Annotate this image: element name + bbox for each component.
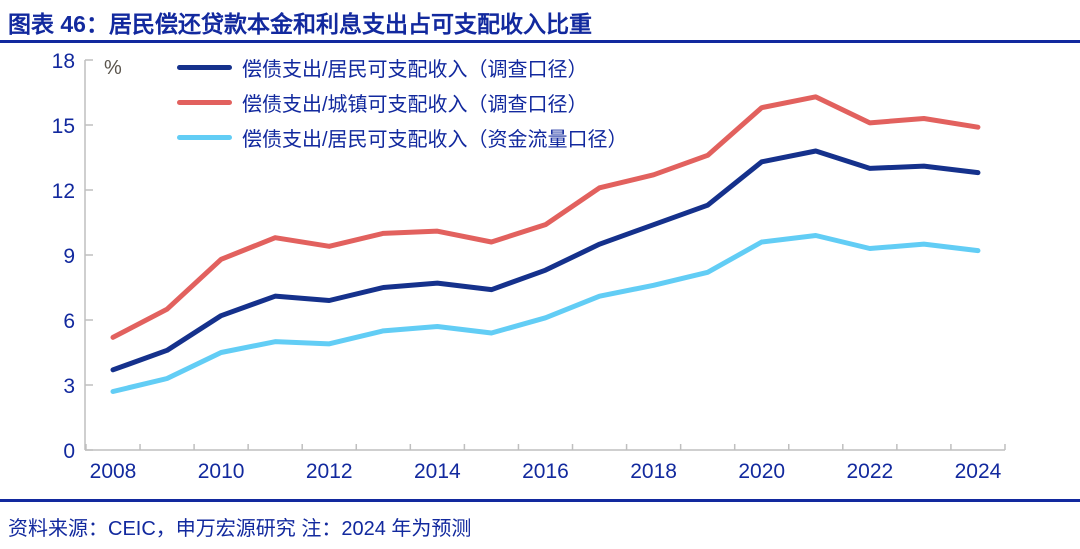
svg-text:2014: 2014 xyxy=(414,460,461,483)
svg-text:2008: 2008 xyxy=(90,460,137,483)
svg-text:2012: 2012 xyxy=(306,460,353,483)
svg-text:2024: 2024 xyxy=(955,460,1002,483)
title-divider xyxy=(0,40,1080,43)
svg-text:2022: 2022 xyxy=(846,460,893,483)
legend-swatch-navy xyxy=(177,65,232,70)
svg-text:6: 6 xyxy=(63,310,75,333)
legend-swatch-red xyxy=(177,100,232,105)
legend-label: 偿债支出/居民可支配收入（资金流量口径） xyxy=(242,129,628,151)
svg-text:0: 0 xyxy=(63,440,75,463)
legend-item-survey-urban: 偿债支出/城镇可支配收入（调查口径） xyxy=(177,91,628,116)
source-note: 资料来源：CEIC，申万宏源研究 注：2024 年为预测 xyxy=(8,518,472,540)
legend-item-survey-resident: 偿债支出/居民可支配收入（调查口径） xyxy=(177,56,628,81)
legend-swatch-cyan xyxy=(177,135,232,140)
svg-text:18: 18 xyxy=(52,50,75,73)
svg-text:12: 12 xyxy=(52,180,75,203)
svg-text:3: 3 xyxy=(63,375,75,398)
legend-label: 偿债支出/居民可支配收入（调查口径） xyxy=(242,59,588,81)
footer-divider xyxy=(0,499,1080,502)
svg-text:2010: 2010 xyxy=(198,460,245,483)
svg-text:2018: 2018 xyxy=(630,460,677,483)
svg-text:2020: 2020 xyxy=(738,460,785,483)
svg-text:2016: 2016 xyxy=(522,460,569,483)
figure-title: 图表 46：居民偿还贷款本金和利息支出占可支配收入比重 xyxy=(8,11,592,37)
svg-text:9: 9 xyxy=(63,245,75,268)
legend-label: 偿债支出/城镇可支配收入（调查口径） xyxy=(242,94,588,116)
chart-legend: 偿债支出/居民可支配收入（调查口径） 偿债支出/城镇可支配收入（调查口径） 偿债… xyxy=(177,56,628,161)
y-axis-unit-label: % xyxy=(104,57,122,79)
svg-text:15: 15 xyxy=(52,115,75,138)
line-chart: 0 3 6 9 12 15 18 2008 2010 2012 2014 2016 2018 2020 20… xyxy=(52,50,1006,483)
legend-item-flow-of-funds: 偿债支出/居民可支配收入（资金流量口径） xyxy=(177,126,628,151)
